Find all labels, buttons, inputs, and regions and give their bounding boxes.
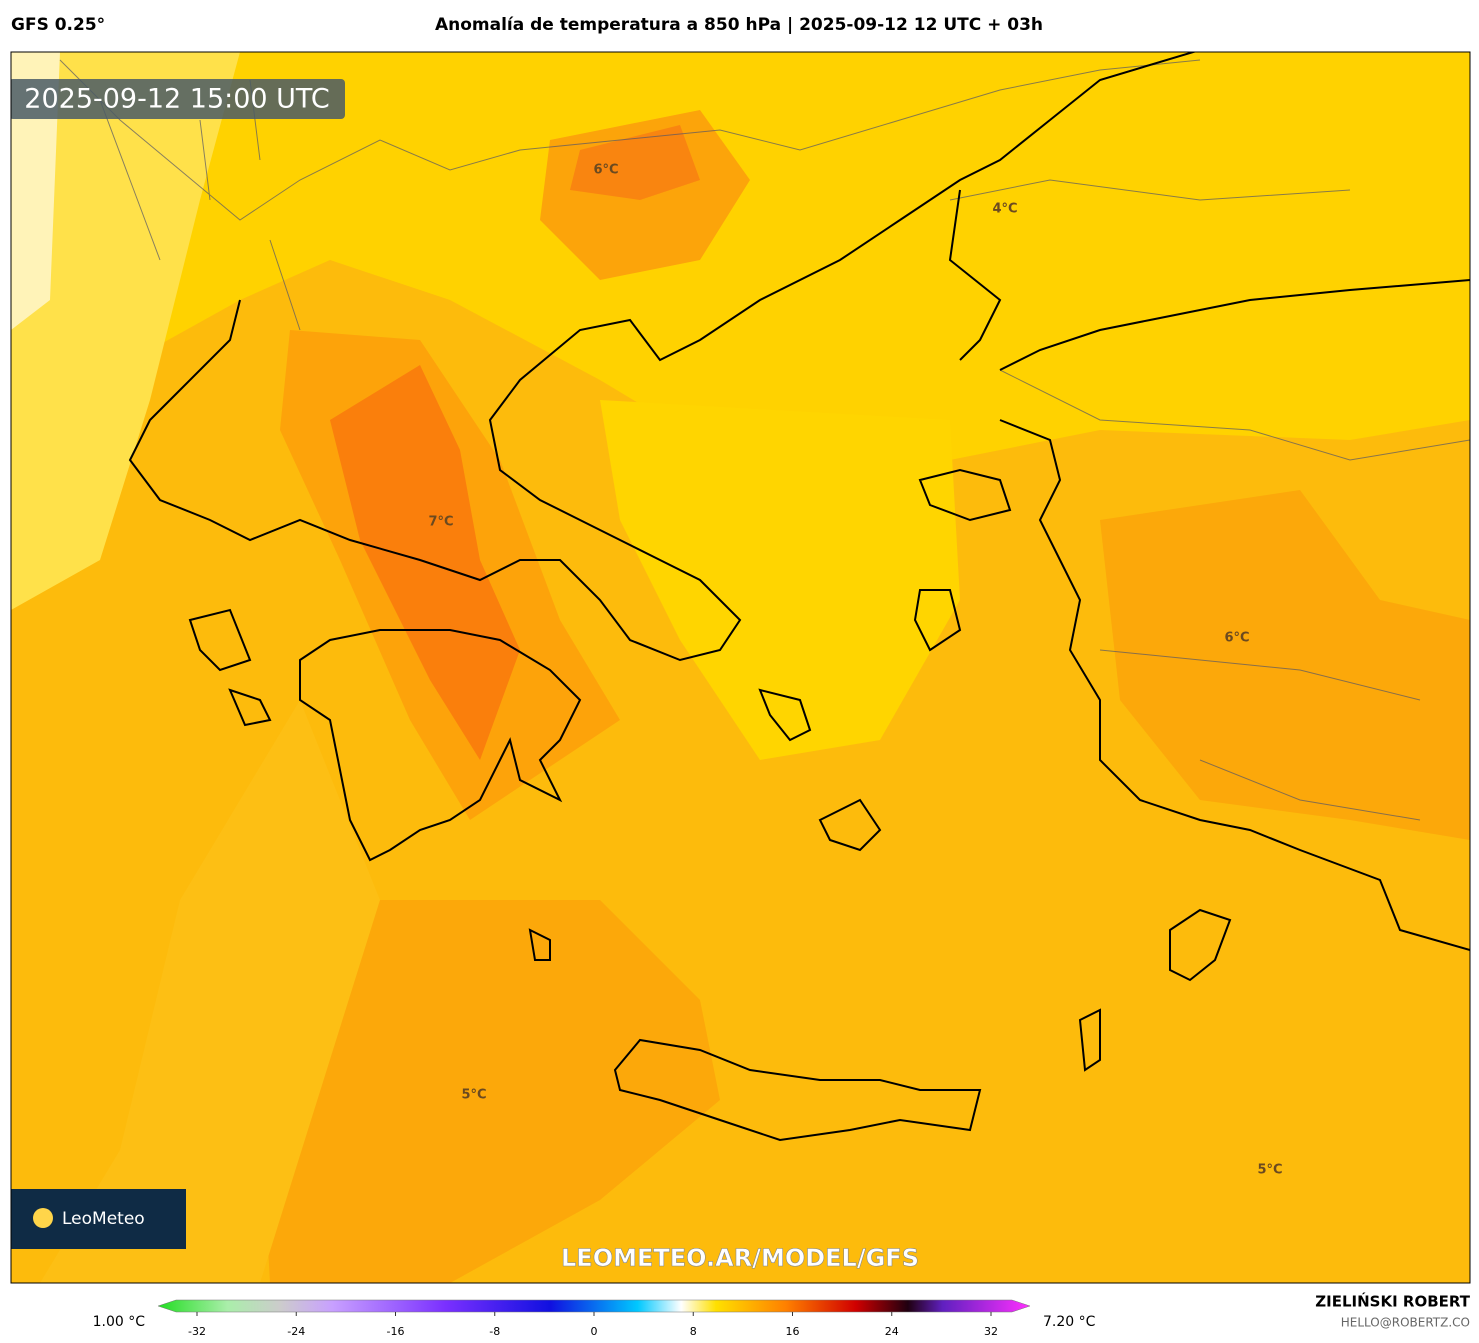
model-name: GFS 0.25° xyxy=(11,15,105,35)
field-light xyxy=(11,52,240,610)
field xyxy=(40,700,380,1283)
logo-sun xyxy=(33,1208,53,1228)
coastline xyxy=(613,1038,982,1142)
island xyxy=(188,468,1232,1072)
field-cream xyxy=(11,52,60,330)
coastline xyxy=(299,629,582,862)
colorbar xyxy=(157,1299,1031,1313)
field-yellow xyxy=(600,400,960,760)
coastline xyxy=(999,279,1470,951)
email: HELLO@ROBERTZ.CO xyxy=(1341,1316,1470,1330)
field-yellow xyxy=(11,52,1470,500)
tick-label: -8 xyxy=(489,1325,500,1338)
tick-label: -16 xyxy=(387,1325,405,1338)
timestamp: 2025-09-12 15:00 UTC xyxy=(24,84,329,115)
author: ZIELIŃSKI ROBERT xyxy=(1315,1292,1470,1311)
tick-label: 0 xyxy=(591,1325,598,1338)
field-red xyxy=(570,125,700,200)
tick-label: 32 xyxy=(984,1325,998,1338)
tick-label: 8 xyxy=(690,1325,697,1338)
contour-label: 6°C xyxy=(1224,631,1249,646)
contour-label: 4°C xyxy=(992,202,1017,217)
contour-label: 5°C xyxy=(461,1088,486,1103)
tick-label: -24 xyxy=(287,1325,305,1338)
map-frame xyxy=(10,51,1471,1284)
logo: LeoMeteo xyxy=(62,1209,145,1229)
field-orange xyxy=(1100,490,1470,840)
contour-label: 7°C xyxy=(428,515,453,530)
contour-label: 5°C xyxy=(1257,1163,1282,1178)
tick-label: -32 xyxy=(188,1325,206,1338)
watermark: LEOMETEO.AR/MODEL/GFS xyxy=(561,1244,919,1272)
border xyxy=(59,59,1470,821)
tick-label: 16 xyxy=(786,1325,800,1338)
contour-label: 6°C xyxy=(593,163,618,178)
field-orange xyxy=(260,900,720,1283)
tick-label: 24 xyxy=(885,1325,899,1338)
map: 6°C 4°C 7°C 6°C 5°C 5°C 2025-09-12 15:00… xyxy=(11,52,1470,1283)
map-title: Anomalía de temperatura a 850 hPa | 2025… xyxy=(435,15,1043,35)
colorbar-ticks: -32 -24 -16 -8 0 8 16 24 32 xyxy=(188,1312,998,1338)
timestamp-box xyxy=(11,79,345,119)
coastline xyxy=(128,52,1197,662)
colorbar-max: 7.20 °C xyxy=(1043,1314,1096,1330)
colorbar-min: 1.00 °C xyxy=(93,1314,146,1330)
